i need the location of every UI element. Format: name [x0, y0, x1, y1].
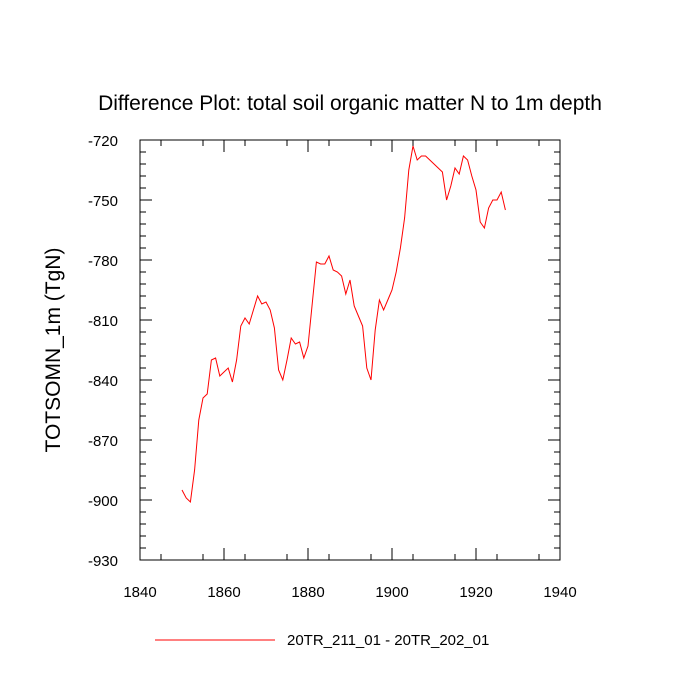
x-tick-label: 1860 [207, 584, 240, 601]
x-tick-label: 1900 [375, 584, 408, 601]
axis-tick-labels: 1840 1860 1880 1900 1920 1940 -720 -750 -780 -810… [88, 133, 577, 601]
y-tick-label: -930 [88, 553, 118, 570]
y-tick-label: -840 [88, 373, 118, 390]
x-tick-label: 1920 [459, 584, 492, 601]
plot-area-frame [139, 139, 561, 561]
y-axis-label: TOTSOMN_1m (TgN) [42, 248, 65, 453]
legend: 20TR_211_01 - 20TR_202_01 [155, 632, 489, 649]
legend-label: 20TR_211_01 - 20TR_202_01 [287, 632, 489, 649]
y-tick-label: -870 [88, 433, 118, 450]
chart-title: Difference Plot: total soil organic matt… [98, 92, 602, 115]
x-tick-label: 1940 [543, 584, 576, 601]
y-tick-label: -900 [88, 493, 118, 510]
series-line [181, 145, 506, 504]
axis-ticks [139, 139, 561, 561]
y-tick-label: -750 [88, 193, 118, 210]
y-tick-label: -720 [88, 133, 118, 150]
y-tick-label: -810 [88, 313, 118, 330]
x-tick-label: 1840 [123, 584, 156, 601]
x-tick-label: 1880 [291, 584, 324, 601]
y-tick-label: -780 [88, 253, 118, 270]
